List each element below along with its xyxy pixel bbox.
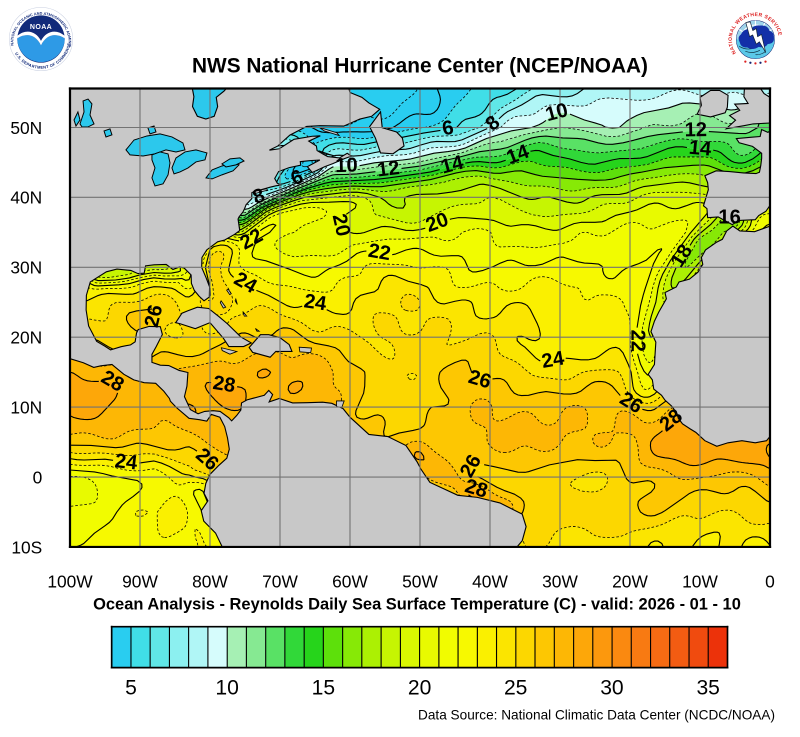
svg-text:0: 0 <box>765 571 775 591</box>
svg-text:Data Source: National Climatic: Data Source: National Climatic Data Cent… <box>418 707 775 722</box>
svg-text:30N: 30N <box>10 258 42 278</box>
svg-text:26: 26 <box>141 303 168 330</box>
svg-text:80W: 80W <box>192 571 228 591</box>
svg-text:50N: 50N <box>10 118 42 138</box>
svg-text:10W: 10W <box>682 571 718 591</box>
svg-text:20N: 20N <box>10 327 42 347</box>
svg-text:20: 20 <box>328 212 354 239</box>
svg-text:24: 24 <box>540 347 567 373</box>
svg-text:50W: 50W <box>402 571 438 591</box>
svg-text:12: 12 <box>376 157 401 181</box>
svg-text:100W: 100W <box>47 571 93 591</box>
svg-text:35: 35 <box>696 677 719 700</box>
svg-text:24: 24 <box>114 450 140 475</box>
svg-text:25: 25 <box>504 677 527 700</box>
svg-text:40N: 40N <box>10 188 42 208</box>
svg-text:10S: 10S <box>11 537 42 557</box>
svg-text:15: 15 <box>312 677 335 700</box>
svg-text:16: 16 <box>718 207 740 229</box>
svg-text:NWS National Hurricane Center: NWS National Hurricane Center (NCEP/NOAA… <box>192 55 648 78</box>
svg-text:24: 24 <box>302 290 328 315</box>
svg-text:0: 0 <box>33 467 43 487</box>
svg-text:90W: 90W <box>122 571 158 591</box>
svg-text:Ocean Analysis - Reynolds Dail: Ocean Analysis - Reynolds Daily Sea Surf… <box>93 596 741 614</box>
svg-text:22: 22 <box>626 329 648 352</box>
svg-text:20: 20 <box>408 677 431 700</box>
svg-text:70W: 70W <box>262 571 298 591</box>
svg-text:40W: 40W <box>472 571 508 591</box>
svg-text:12: 12 <box>684 119 707 141</box>
svg-text:10N: 10N <box>10 397 42 417</box>
svg-text:5: 5 <box>125 677 137 700</box>
svg-text:10: 10 <box>335 155 358 178</box>
svg-text:30W: 30W <box>542 571 578 591</box>
svg-text:14: 14 <box>688 137 713 161</box>
svg-text:20W: 20W <box>612 571 648 591</box>
svg-text:30: 30 <box>600 677 623 700</box>
svg-text:NOAA: NOAA <box>30 24 52 31</box>
svg-text:10: 10 <box>215 677 238 700</box>
svg-text:6: 6 <box>440 117 455 141</box>
svg-text:22: 22 <box>367 240 393 265</box>
svg-text:28: 28 <box>211 372 237 397</box>
svg-text:60W: 60W <box>332 571 368 591</box>
